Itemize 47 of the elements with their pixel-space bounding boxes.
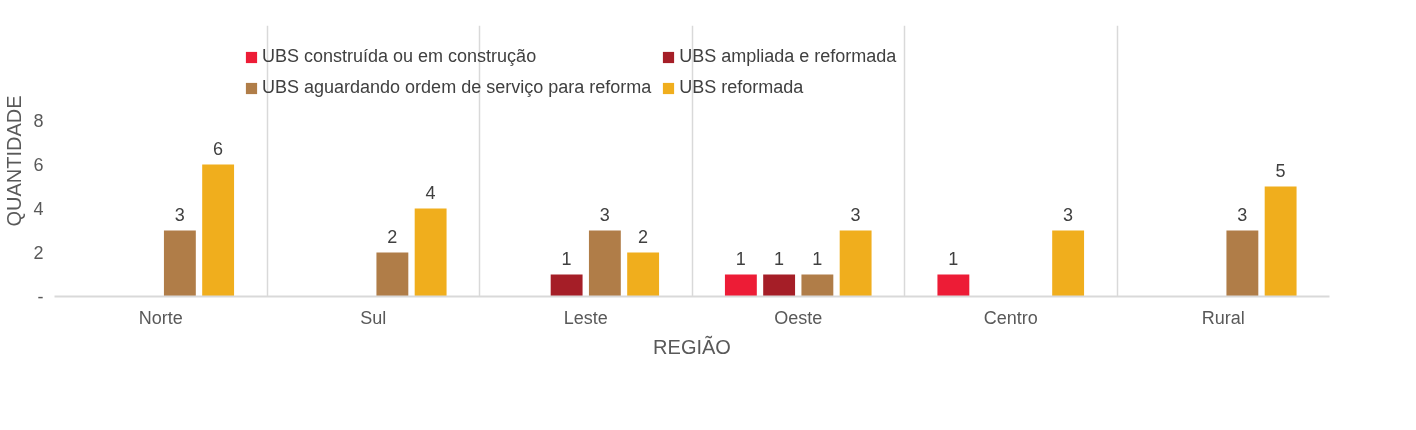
legend-label: UBS reformada xyxy=(679,77,804,98)
bar xyxy=(163,230,196,297)
x-tick-label: Rural xyxy=(1201,307,1245,328)
data-label: 3 xyxy=(850,204,861,225)
data-label: 2 xyxy=(638,226,649,247)
bar xyxy=(801,274,834,297)
y-tick-label: 2 xyxy=(33,243,44,263)
bar xyxy=(202,164,235,297)
bar xyxy=(763,274,796,297)
x-tick-label: Oeste xyxy=(774,307,823,328)
data-label: 1 xyxy=(774,248,785,269)
data-label: 4 xyxy=(425,182,436,203)
x-tick-label: Norte xyxy=(138,307,183,328)
data-label: 1 xyxy=(812,248,823,269)
bar xyxy=(839,230,872,297)
legend-label: UBS construída ou em construção xyxy=(262,46,537,67)
y-tick-label: - xyxy=(37,287,44,307)
legend-label: UBS ampliada e reformada xyxy=(679,46,897,67)
x-axis-title: REGIÃO xyxy=(653,334,731,358)
data-label: 1 xyxy=(561,248,572,269)
x-tick-label: Sul xyxy=(360,307,387,328)
bar xyxy=(937,274,970,297)
data-label: 6 xyxy=(213,138,224,159)
x-tick-label: Leste xyxy=(563,307,608,328)
data-label: 5 xyxy=(1275,160,1286,181)
x-tick-label: Centro xyxy=(983,307,1038,328)
data-label: 3 xyxy=(1063,204,1074,225)
y-tick-label: 6 xyxy=(33,155,44,175)
data-label: 2 xyxy=(387,226,398,247)
data-label: 3 xyxy=(1237,204,1248,225)
bar xyxy=(627,252,660,297)
bar xyxy=(550,274,583,297)
bar xyxy=(588,230,621,297)
bar xyxy=(414,208,447,297)
bar xyxy=(1052,230,1085,297)
bar xyxy=(724,274,757,297)
data-label: 1 xyxy=(948,248,959,269)
data-label: 1 xyxy=(735,248,746,269)
y-tick-label: 8 xyxy=(33,111,44,131)
y-axis-title: QUANTIDADE xyxy=(3,95,26,227)
y-tick-label: 4 xyxy=(33,199,44,219)
data-label: 3 xyxy=(599,204,610,225)
legend-label: UBS aguardando ordem de serviço para reforma xyxy=(262,77,652,98)
bar xyxy=(376,252,409,297)
bar xyxy=(1264,186,1297,297)
data-label: 3 xyxy=(174,204,185,225)
bar xyxy=(1226,230,1259,297)
